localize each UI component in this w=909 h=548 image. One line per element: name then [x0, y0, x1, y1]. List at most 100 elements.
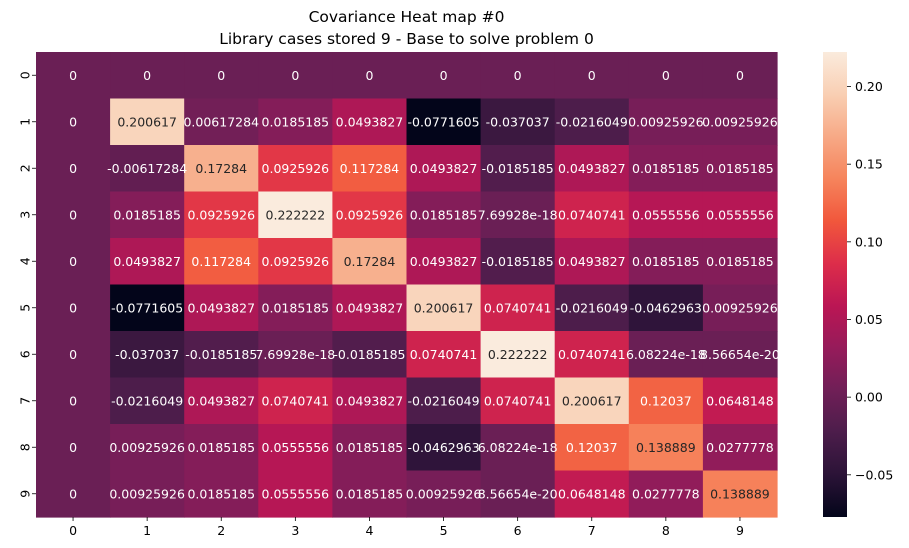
heatmap-cell: [480, 238, 556, 286]
colorbar-tick-label: 0.10: [855, 234, 883, 249]
heatmap-cell: [258, 145, 333, 193]
heatmap-cell-label: 0.0493827: [558, 161, 626, 176]
heatmap-cell-label: 0.0185185: [706, 161, 774, 176]
heatmap-cell-label: 0.222222: [266, 207, 326, 222]
heatmap-cell-label: -0.0216049: [111, 393, 183, 408]
heatmap-cell-label: 0.17284: [344, 254, 396, 269]
heatmap-cell-label: 0.0185185: [113, 207, 181, 222]
heatmap-cell: [258, 238, 333, 286]
heatmap-cell-label: 0.0740741: [262, 393, 330, 408]
heatmap-cell-label: 0.00925926: [702, 114, 778, 129]
heatmap-cell: [332, 424, 408, 472]
heatmap-cell-label: 0.0493827: [410, 161, 478, 176]
heatmap-cells: [36, 52, 778, 518]
heatmap-cell: [554, 470, 630, 518]
heatmap-cell: [110, 238, 185, 286]
heatmap-cell-label: 0.0277778: [706, 440, 774, 455]
heatmap-cell: [332, 284, 408, 332]
heatmap-cell: [554, 424, 630, 472]
heatmap-cell: [332, 52, 408, 100]
heatmap-cell-label: -0.0185185: [185, 347, 257, 362]
heatmap-cell: [36, 238, 111, 286]
heatmap-cell-label: 0.0185185: [187, 486, 255, 501]
x-tick-label: 5: [440, 523, 448, 538]
heatmap-cell-label: 0.17284: [195, 161, 247, 176]
x-tick-label: 2: [217, 523, 225, 538]
colorbar-tick-label: 0.00: [855, 390, 883, 405]
heatmap-cell: [702, 238, 778, 286]
heatmap-cell: [554, 238, 630, 286]
heatmap-cell: [184, 98, 259, 146]
heatmap-cell-label: 0.0185185: [706, 254, 774, 269]
heatmap-cell-label: 0.0185185: [336, 486, 404, 501]
y-tick-label: 4: [18, 257, 33, 265]
heatmap-cell-label: 0.0185185: [632, 254, 700, 269]
heatmap-cell: [36, 52, 111, 100]
heatmap-cell-label: 0.0493827: [336, 114, 404, 129]
heatmap-cell-label: 0.0925926: [187, 207, 255, 222]
heatmap-cell: [110, 98, 185, 146]
heatmap-cell: [184, 238, 259, 286]
heatmap-cell: [406, 98, 482, 146]
heatmap-cell-label: 0.0555556: [632, 207, 700, 222]
heatmap-cell-label: 0: [217, 68, 225, 83]
x-tick-label: 0: [69, 523, 77, 538]
heatmap-cell-label: 0.00925926: [109, 486, 185, 501]
x-tick-label: 8: [662, 523, 670, 538]
heatmap-cell-label: 0.0555556: [706, 207, 774, 222]
heatmap-cell: [628, 191, 704, 239]
colorbar-tick-label: −0.05: [855, 467, 893, 482]
heatmap-cell: [36, 98, 111, 146]
heatmap-cell-label: -0.0216049: [556, 114, 628, 129]
heatmap-cell: [554, 331, 630, 379]
y-tick-label: 0: [18, 71, 33, 79]
heatmap-cell-label: 0: [69, 347, 77, 362]
heatmap-cell-label: 0.0185185: [187, 440, 255, 455]
heatmap-cell-label: 0.0555556: [262, 486, 330, 501]
heatmap-cell-label: 0.222222: [488, 347, 548, 362]
heatmap-cell-label: 0: [69, 254, 77, 269]
heatmap-cell: [702, 424, 778, 472]
heatmap-cell-label: -0.0185185: [333, 347, 405, 362]
heatmap-cell-label: 0.138889: [636, 440, 696, 455]
heatmap-cell: [702, 377, 778, 425]
heatmap-cell: [110, 145, 185, 193]
heatmap-cell-label: 0.0185185: [262, 114, 330, 129]
heatmap-cell: [184, 191, 259, 239]
heatmap-cell-label: 0.0493827: [410, 254, 478, 269]
x-tick-label: 6: [514, 523, 522, 538]
heatmap-cell: [628, 52, 704, 100]
heatmap-cell-label: 0: [69, 114, 77, 129]
heatmap-cell: [480, 424, 556, 472]
heatmap-cell-label: 0.0555556: [262, 440, 330, 455]
heatmap-cell: [480, 331, 556, 379]
heatmap-cell: [332, 377, 408, 425]
heatmap-cell-label: 0.200617: [414, 300, 474, 315]
colorbar-tick-label: 0.15: [855, 157, 883, 172]
heatmap-cell-label: 7.69928e-18: [478, 207, 558, 222]
heatmap-cell-label: -0.037037: [115, 347, 179, 362]
heatmap-cell-label: 0: [736, 68, 744, 83]
heatmap-cell: [628, 238, 704, 286]
heatmap-cell: [110, 284, 185, 332]
heatmap-cell-label: 7.69928e-18: [255, 347, 335, 362]
x-tick-label: 3: [291, 523, 299, 538]
heatmap-cell-label: 0.0648148: [558, 486, 626, 501]
heatmap-cell-label: 0: [514, 68, 522, 83]
heatmap-cell: [258, 470, 333, 518]
colorbar-gradient: [823, 52, 847, 517]
heatmap-cell: [184, 377, 259, 425]
heatmap-cell: [406, 377, 482, 425]
heatmap-cell: [628, 98, 704, 146]
heatmap-cell-label: 0.00617284: [183, 114, 259, 129]
heatmap-cell-label: 0.200617: [562, 393, 622, 408]
y-tick-label: 2: [18, 164, 33, 172]
heatmap-cell-label: 8.56654e-20: [478, 486, 558, 501]
heatmap-cell: [258, 284, 333, 332]
heatmap-cell: [702, 331, 778, 379]
heatmap-cell-label: 0.0493827: [336, 393, 404, 408]
heatmap-cell: [406, 52, 482, 100]
heatmap-cell: [36, 470, 111, 518]
heatmap-cell-label: 0.0493827: [336, 300, 404, 315]
heatmap-cell-label: 0.117284: [191, 254, 251, 269]
